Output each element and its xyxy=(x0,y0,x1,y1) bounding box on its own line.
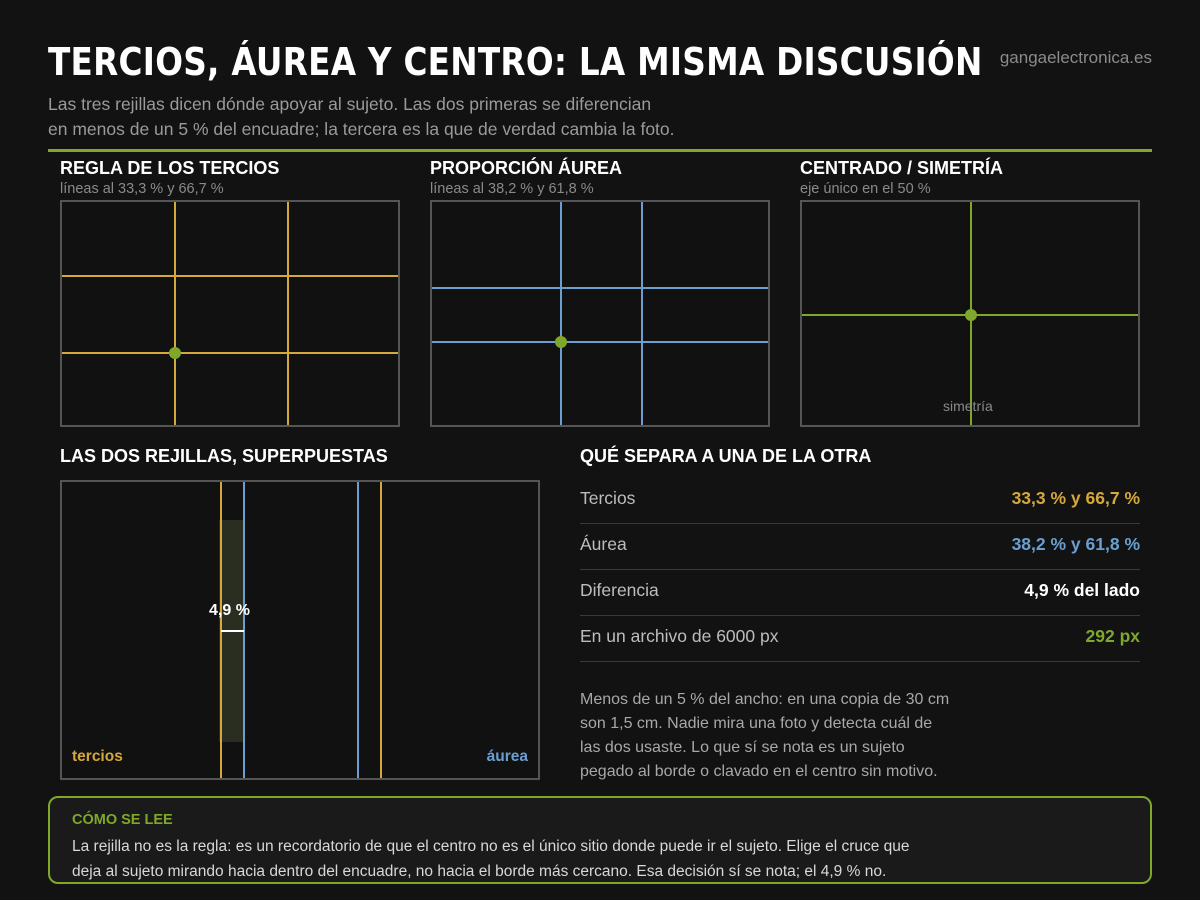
subtitle-line-1: Las tres rejillas dicen dónde apoyar al … xyxy=(48,94,652,114)
callout-line-1: La rejilla no es la regla: es un recorda… xyxy=(72,838,910,855)
page-subtitle: Las tres rejillas dicen dónde apoyar al … xyxy=(48,92,768,142)
note-line: son 1,5 cm. Nadie mira una foto y detect… xyxy=(580,715,933,732)
aurea-vertical-line-2 xyxy=(641,202,643,425)
overlay-aurea-label: áurea xyxy=(486,748,528,765)
overlay-aurea-line-1 xyxy=(243,482,245,778)
row-value: 4,9 % del lado xyxy=(1024,580,1140,600)
subtitle-line-2: en menos de un 5 % del encuadre; la terc… xyxy=(48,119,675,139)
how-to-read-callout: CÓMO SE LEE La rejilla no es la regla: e… xyxy=(48,796,1152,884)
note-line: Menos de un 5 % del ancho: en una copia … xyxy=(580,691,950,708)
row-label: Áurea xyxy=(580,534,627,554)
header-divider xyxy=(48,149,1152,152)
centrado-grid-frame: simetría xyxy=(800,200,1140,427)
row-value: 38,2 % y 61,8 % xyxy=(1011,534,1140,554)
comparison-title: QUÉ SEPARA A UNA DE LA OTRA xyxy=(580,446,872,466)
tercios-grid-frame xyxy=(60,200,400,427)
aurea-vertical-line-1 xyxy=(560,202,562,425)
overlay-tercios-line-2 xyxy=(380,482,382,778)
centrado-subject-point xyxy=(965,309,977,321)
comparison-note: Menos de un 5 % del ancho: en una copia … xyxy=(580,688,980,784)
centrado-panel-subtitle: eje único en el 50 % xyxy=(800,181,931,197)
row-label: En un archivo de 6000 px xyxy=(580,626,779,646)
tercios-vertical-line-1 xyxy=(174,202,176,425)
aurea-horizontal-line-1 xyxy=(432,287,768,289)
tercios-panel-subtitle: líneas al 33,3 % y 66,7 % xyxy=(60,181,224,197)
aurea-panel-subtitle: líneas al 38,2 % y 61,8 % xyxy=(430,181,594,197)
centrado-panel-title: CENTRADO / SIMETRÍA xyxy=(800,158,1004,178)
table-row: Tercios 33,3 % y 66,7 % xyxy=(580,478,1140,524)
row-label: Tercios xyxy=(580,488,636,508)
table-row: Diferencia 4,9 % del lado xyxy=(580,570,1140,616)
callout-line-2: deja al sujeto mirando hacia dentro del … xyxy=(72,863,887,880)
row-label: Diferencia xyxy=(580,580,659,600)
tercios-vertical-line-2 xyxy=(287,202,289,425)
overlay-grid-frame: 4,9 % tercios áurea xyxy=(60,480,540,780)
callout-title: CÓMO SE LEE xyxy=(72,812,173,828)
tercios-horizontal-line-2 xyxy=(62,352,398,354)
overlay-tercios-label: tercios xyxy=(72,748,123,765)
gap-measure-bar xyxy=(221,630,244,632)
tercios-subject-point xyxy=(169,347,181,359)
callout-text: La rejilla no es la regla: es un recorda… xyxy=(72,834,952,884)
gap-percentage-label: 4,9 % xyxy=(209,602,250,619)
aurea-panel-title: PROPORCIÓN ÁUREA xyxy=(430,158,623,178)
aurea-horizontal-line-2 xyxy=(432,341,768,343)
table-row: En un archivo de 6000 px 292 px xyxy=(580,616,1140,662)
aurea-subject-point xyxy=(555,336,567,348)
tercios-horizontal-line-1 xyxy=(62,275,398,277)
overlay-aurea-line-2 xyxy=(357,482,359,778)
note-line: pegado al borde o clavado en el centro s… xyxy=(580,763,938,780)
row-value: 292 px xyxy=(1085,626,1140,646)
page-title: TERCIOS, ÁUREA Y CENTRO: LA MISMA DISCUS… xyxy=(48,40,983,84)
overlay-panel-title: LAS DOS REJILLAS, SUPERPUESTAS xyxy=(60,446,388,466)
aurea-grid-frame xyxy=(430,200,770,427)
symmetry-label: simetría xyxy=(943,398,993,414)
brand-label: gangaelectronica.es xyxy=(999,48,1152,67)
tercios-panel-title: REGLA DE LOS TERCIOS xyxy=(60,158,280,178)
note-line: las dos usaste. Lo que sí se nota es un … xyxy=(580,739,905,756)
row-value: 33,3 % y 66,7 % xyxy=(1011,488,1140,508)
table-row: Áurea 38,2 % y 61,8 % xyxy=(580,524,1140,570)
